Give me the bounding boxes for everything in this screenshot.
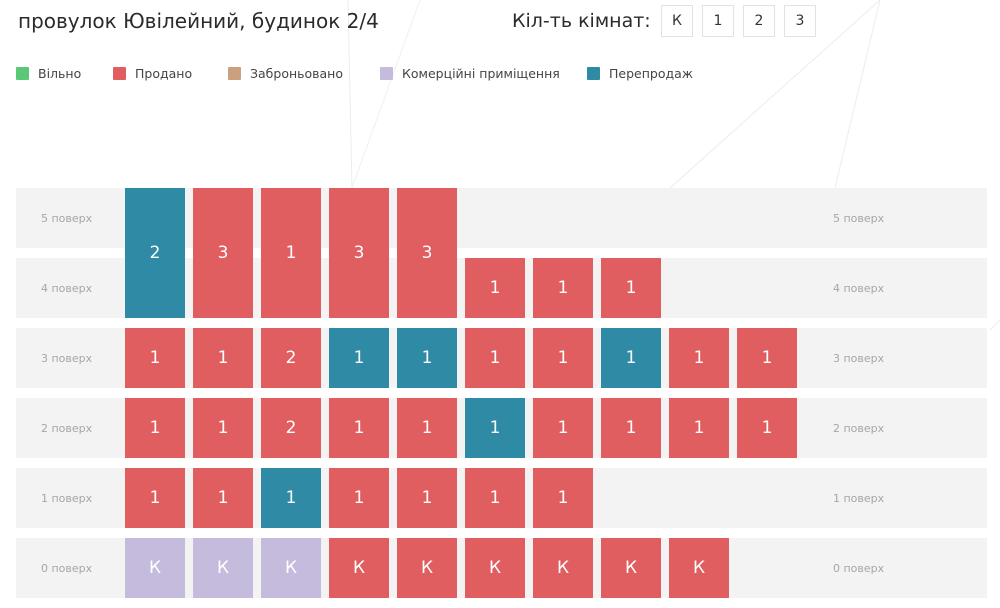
floor-label-left: 1 поверх — [41, 492, 93, 505]
apartment-cell-sold[interactable]: 3 — [397, 188, 457, 318]
apartment-cell-sold[interactable]: 2 — [261, 328, 321, 388]
floor-label-left: 5 поверх — [41, 212, 93, 225]
apartment-cell-sold[interactable]: 1 — [737, 398, 797, 458]
apartment-cell-resale[interactable]: 1 — [329, 328, 389, 388]
building-address: провулок Ювілейний, будинок 2/4 — [18, 9, 379, 33]
legend-item-free: Вільно — [16, 66, 81, 81]
room-filter-group: К 1 2 3 — [661, 5, 816, 37]
room-filter-2-button[interactable]: 2 — [743, 5, 775, 37]
legend-swatch-commercial — [380, 67, 393, 80]
apartment-cell-resale[interactable]: 1 — [465, 398, 525, 458]
floor-label-right: 1 поверх — [833, 492, 885, 505]
apartment-cell-sold[interactable]: К — [465, 538, 525, 598]
apartment-cell-sold[interactable]: 1 — [329, 468, 389, 528]
apartment-cell-sold[interactable]: К — [533, 538, 593, 598]
legend-label: Заброньовано — [250, 66, 343, 81]
legend-swatch-free — [16, 67, 29, 80]
apartment-cell-resale[interactable]: 1 — [261, 468, 321, 528]
apartment-cell-sold[interactable]: 1 — [397, 398, 457, 458]
apartment-cell-sold[interactable]: 1 — [533, 258, 593, 318]
apartment-cell-sold[interactable]: 1 — [329, 398, 389, 458]
legend-label: Продано — [135, 66, 193, 81]
floor-label-left: 2 поверх — [41, 422, 93, 435]
rooms-count-label: Кіл-ть кімнат: — [512, 10, 651, 32]
apartment-cell-sold[interactable]: 1 — [465, 258, 525, 318]
legend-item-commercial: Комерційні приміщення — [380, 66, 560, 81]
legend-swatch-sold — [113, 67, 126, 80]
legend-label: Перепродаж — [609, 66, 694, 81]
apartment-cell-sold[interactable]: 1 — [737, 328, 797, 388]
apartment-cell-sold[interactable]: 3 — [193, 188, 253, 318]
apartment-cell-sold[interactable]: 1 — [125, 328, 185, 388]
apartment-cell-sold[interactable]: К — [669, 538, 729, 598]
floor-label-left: 4 поверх — [41, 282, 93, 295]
legend-item-reserved: Заброньовано — [228, 66, 343, 81]
apartment-cell-sold[interactable]: 1 — [193, 468, 253, 528]
apartment-cell-resale[interactable]: 2 — [125, 188, 185, 318]
legend-swatch-resale — [587, 67, 600, 80]
apartment-cell-sold[interactable]: 1 — [533, 328, 593, 388]
apartment-cell-sold[interactable]: 1 — [397, 468, 457, 528]
floor-label-left: 3 поверх — [41, 352, 93, 365]
apartment-cell-sold[interactable]: 1 — [125, 398, 185, 458]
apartment-cell-sold[interactable]: 1 — [193, 328, 253, 388]
apartment-cell-sold[interactable]: К — [397, 538, 457, 598]
apartment-cell-sold[interactable]: 1 — [669, 398, 729, 458]
room-filter-3-button[interactable]: 3 — [784, 5, 816, 37]
apartment-cell-sold[interactable]: 1 — [601, 398, 661, 458]
apartment-cell-sold[interactable]: 2 — [261, 398, 321, 458]
floor-label-right: 0 поверх — [833, 562, 885, 575]
room-filter-commercial-button[interactable]: К — [661, 5, 693, 37]
apartment-cell-sold[interactable]: 1 — [261, 188, 321, 318]
apartment-cell-sold[interactable]: 1 — [533, 468, 593, 528]
apartment-cell-commercial[interactable]: К — [193, 538, 253, 598]
apartment-cell-sold[interactable]: 1 — [193, 398, 253, 458]
apartment-cell-sold[interactable]: 1 — [465, 328, 525, 388]
apartment-cell-commercial[interactable]: К — [261, 538, 321, 598]
floor-label-left: 0 поверх — [41, 562, 93, 575]
legend-label: Комерційні приміщення — [402, 66, 560, 81]
legend-item-sold: Продано — [113, 66, 192, 81]
apartment-cell-sold[interactable]: 1 — [669, 328, 729, 388]
floor-label-right: 4 поверх — [833, 282, 885, 295]
apartment-cell-sold[interactable]: К — [601, 538, 661, 598]
apartment-cell-sold[interactable]: 3 — [329, 188, 389, 318]
room-filter-1-button[interactable]: 1 — [702, 5, 734, 37]
legend-item-resale: Перепродаж — [587, 66, 693, 81]
legend-label: Вільно — [38, 66, 82, 81]
apartment-cell-sold[interactable]: К — [329, 538, 389, 598]
legend-swatch-reserved — [228, 67, 241, 80]
apartment-cell-resale[interactable]: 1 — [397, 328, 457, 388]
apartment-cell-sold[interactable]: 1 — [125, 468, 185, 528]
floor-label-right: 2 поверх — [833, 422, 885, 435]
apartment-cell-commercial[interactable]: К — [125, 538, 185, 598]
apartment-cell-resale[interactable]: 1 — [601, 328, 661, 388]
floor-label-right: 5 поверх — [833, 212, 885, 225]
apartment-cell-sold[interactable]: 1 — [601, 258, 661, 318]
apartment-cell-sold[interactable]: 1 — [533, 398, 593, 458]
apartment-cell-sold[interactable]: 1 — [465, 468, 525, 528]
floor-label-right: 3 поверх — [833, 352, 885, 365]
